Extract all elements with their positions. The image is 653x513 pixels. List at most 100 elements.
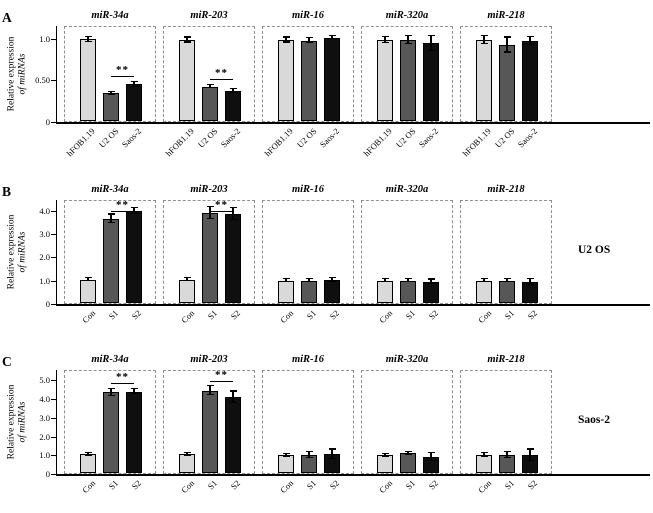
y-tick-mark <box>51 80 56 82</box>
error-bar <box>430 453 432 461</box>
error-bar-cap <box>526 448 534 450</box>
error-bar-cap <box>183 41 191 43</box>
error-bar-cap <box>427 283 435 285</box>
bar <box>499 280 515 303</box>
error-bar-cap <box>206 206 214 208</box>
panel-title: miR-320a <box>385 184 429 195</box>
error-bar-cap <box>282 452 290 454</box>
error-bar <box>209 385 211 396</box>
error-bar-cap <box>526 43 534 46</box>
error-bar-cap <box>480 277 488 280</box>
error-bar <box>331 449 333 459</box>
error-bar-cap <box>229 91 237 93</box>
bar <box>476 455 492 473</box>
error-bar <box>430 279 432 285</box>
error-bar-cap <box>229 401 237 403</box>
bar <box>499 45 515 121</box>
error-bar-cap <box>503 277 511 280</box>
error-bar-cap <box>107 213 115 215</box>
x-tick-label: hFOB1.19 <box>460 126 494 159</box>
figure-row-A: A Relative expression of miRNAs 1.0 0.50 0 miR… <box>0 8 653 180</box>
error-bar-cap <box>183 454 191 456</box>
x-tick-label: S1 <box>205 308 220 322</box>
x-tick-label: Con <box>277 308 296 326</box>
error-bar-cap <box>305 281 313 283</box>
panel-title: miR-34a <box>91 354 129 365</box>
x-tick-label: S2 <box>525 308 540 322</box>
error-bar-cap <box>503 456 511 459</box>
y-tick-mark <box>51 257 56 259</box>
error-bar <box>232 208 234 221</box>
y-tick-mark <box>51 38 56 40</box>
error-bar-cap <box>305 451 313 453</box>
x-tick-label: S1 <box>403 308 418 322</box>
error-bar-cap <box>305 37 313 39</box>
error-bar-cap <box>206 394 214 396</box>
error-bar-cap <box>328 448 336 450</box>
x-tick-label: Saos-2 <box>218 126 243 150</box>
error-bar-cap <box>206 384 214 386</box>
x-tick-label: Saos-2 <box>119 126 144 150</box>
bar <box>225 214 241 303</box>
error-bar-cap <box>427 452 435 454</box>
y-tick-label: 0 <box>45 299 50 309</box>
error-bar-cap <box>328 280 336 282</box>
bar <box>202 213 218 303</box>
x-tick-label: U2 OS <box>393 126 418 150</box>
significance-marker: ** <box>215 67 228 80</box>
y-tick-mark <box>51 280 56 282</box>
error-bar <box>285 37 287 43</box>
bar <box>179 454 195 473</box>
error-bar-cap <box>282 455 290 457</box>
error-bar <box>529 449 531 461</box>
error-bar-cap <box>480 281 488 283</box>
error-bar <box>308 279 310 283</box>
y-tick-label: 0.50 <box>35 75 50 86</box>
x-axis-line <box>56 474 650 476</box>
error-bar <box>285 453 287 457</box>
error-bar <box>110 91 112 96</box>
panel-title: miR-320a <box>385 354 429 365</box>
error-bar-cap <box>427 278 435 280</box>
panel-title: miR-34a <box>91 184 129 195</box>
error-bar <box>430 35 432 51</box>
error-bar-cap <box>503 451 511 453</box>
bar <box>202 86 218 121</box>
bar <box>324 37 340 121</box>
error-bar <box>506 279 508 283</box>
error-bar <box>87 452 89 456</box>
bar <box>476 280 492 303</box>
error-bar-cap <box>229 207 237 209</box>
error-bar-cap <box>381 277 389 280</box>
error-bar-cap <box>480 452 488 454</box>
error-bar <box>331 278 333 282</box>
error-bar-cap <box>107 90 115 92</box>
x-tick-label: hFOB1.19 <box>262 126 296 159</box>
panel-title: miR-203 <box>190 10 228 21</box>
x-tick-label: S2 <box>129 308 144 322</box>
error-bar-cap <box>503 51 511 53</box>
error-bar-cap <box>526 459 534 461</box>
x-tick-label: S1 <box>106 478 121 492</box>
figure-row-C: C Relative expression of miRNAs 5.0 4.0 3.0 2.… <box>0 352 653 513</box>
error-bar-cap <box>130 393 138 395</box>
panel-title: miR-203 <box>190 354 228 365</box>
error-bar-cap <box>282 41 290 43</box>
bar <box>225 90 241 121</box>
y-axis-label-line1: Relative expression <box>6 214 17 290</box>
panel-title: miR-16 <box>291 10 325 21</box>
row-letter: C <box>2 354 12 369</box>
error-bar-cap <box>305 277 313 280</box>
y-tick-mark <box>51 436 56 438</box>
y-tick-label: 0 <box>45 469 50 479</box>
bar <box>522 40 538 121</box>
y-tick-label: 1.0 <box>39 33 50 44</box>
error-bar <box>133 81 135 87</box>
error-bar-cap <box>404 453 412 455</box>
error-bar <box>186 452 188 456</box>
significance-marker: ** <box>116 199 129 211</box>
error-bar <box>529 36 531 46</box>
error-bar-cap <box>183 36 191 38</box>
bar <box>103 93 119 121</box>
error-bar-cap <box>107 221 115 224</box>
